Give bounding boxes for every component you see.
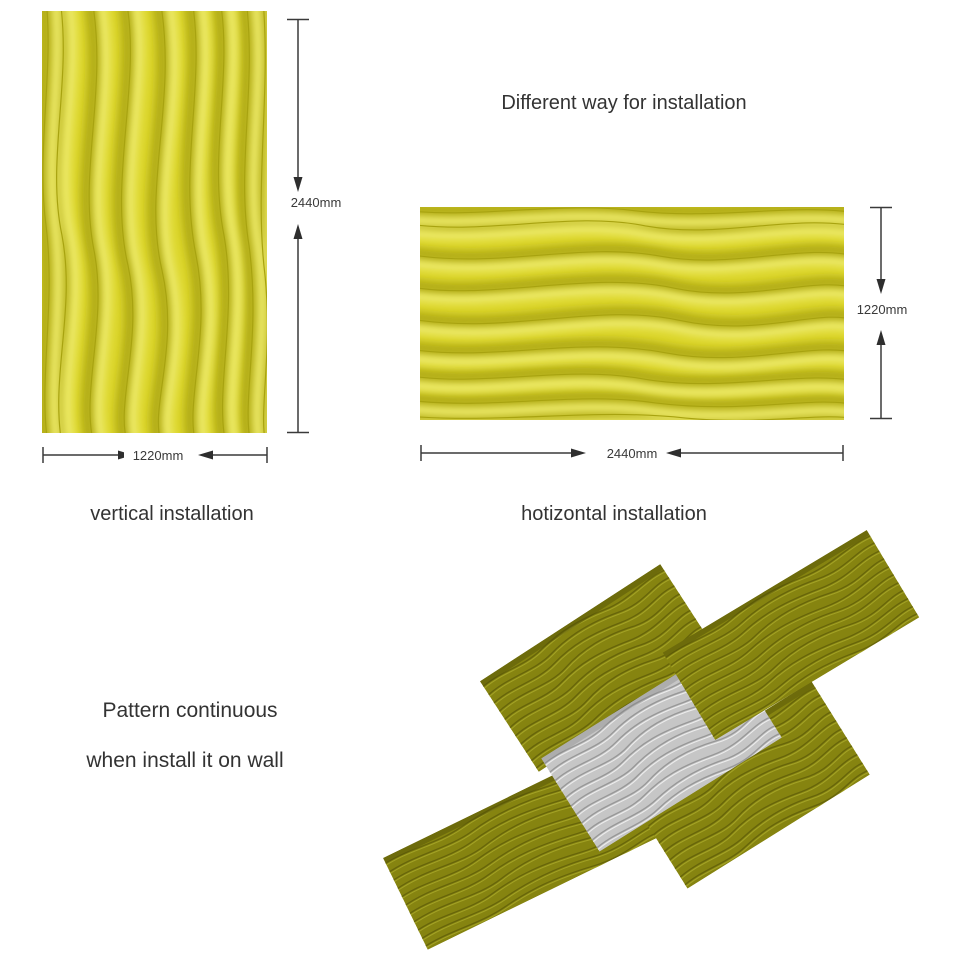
page-title: Different way for installation — [501, 92, 747, 114]
horizontal-width-dimension-arrows — [420, 445, 844, 461]
vertical-height-label: 2440mm — [285, 195, 347, 210]
vertical-panel-texture — [42, 11, 267, 433]
vertical-width-label: 1220mm — [124, 448, 192, 463]
horizontal-caption: hotizontal installation — [521, 503, 707, 525]
vertical-panel — [42, 11, 267, 433]
horizontal-height-dimension-arrows — [870, 206, 892, 420]
horizontal-panel — [420, 207, 844, 420]
cluster-panel-olive-top-left — [479, 564, 720, 772]
note-line-2: when install it on wall — [86, 749, 284, 772]
note-line-1: Pattern continuous — [102, 699, 278, 722]
vertical-height-dimension-arrows — [287, 18, 309, 434]
vertical-caption: vertical installation — [90, 503, 254, 525]
horizontal-width-label: 2440mm — [598, 446, 666, 461]
horizontal-panel-texture — [420, 207, 844, 420]
horizontal-height-label: 1220mm — [851, 302, 913, 317]
cluster-panel-olive-top-right-strip — [662, 529, 920, 741]
